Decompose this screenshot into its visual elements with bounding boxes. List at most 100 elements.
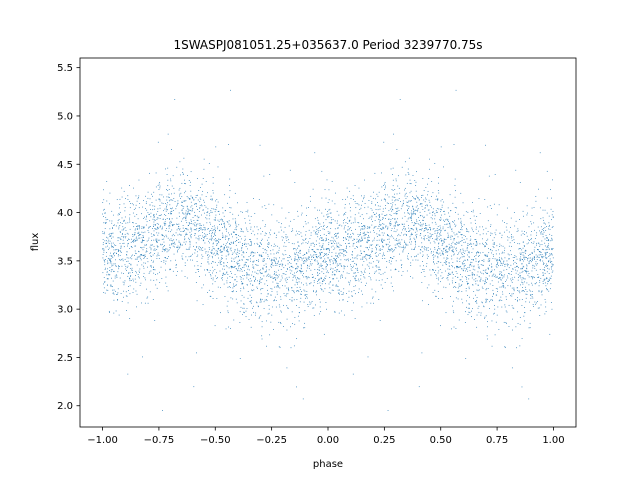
- data-point: [214, 269, 216, 270]
- data-point: [248, 319, 250, 320]
- data-point: [435, 198, 437, 200]
- data-point: [385, 200, 386, 202]
- data-point: [228, 326, 229, 328]
- data-point: [311, 274, 313, 275]
- data-point: [346, 245, 348, 247]
- data-point: [296, 299, 298, 300]
- data-point: [449, 262, 450, 264]
- data-point: [437, 237, 439, 239]
- data-point: [391, 236, 393, 238]
- data-point: [111, 246, 113, 247]
- data-point: [143, 254, 145, 256]
- data-point: [258, 261, 259, 263]
- data-point: [477, 264, 479, 266]
- data-point: [524, 278, 526, 280]
- data-point: [439, 239, 441, 241]
- data-point: [515, 169, 517, 171]
- data-point: [175, 267, 177, 269]
- data-point: [179, 247, 180, 249]
- data-point: [526, 272, 527, 274]
- data-point: [207, 269, 209, 270]
- data-point: [498, 265, 499, 267]
- data-point: [411, 222, 413, 224]
- data-point: [141, 242, 143, 244]
- data-point: [518, 275, 520, 277]
- data-point: [156, 213, 157, 215]
- data-point: [132, 254, 133, 256]
- data-point: [231, 267, 232, 269]
- data-point: [113, 270, 114, 272]
- data-point: [136, 214, 138, 216]
- data-point: [326, 239, 328, 241]
- data-point: [372, 296, 374, 298]
- data-point: [511, 234, 512, 236]
- data-point: [262, 252, 264, 254]
- data-point: [476, 242, 478, 244]
- data-point: [430, 234, 432, 236]
- data-point: [112, 227, 113, 229]
- data-point: [148, 227, 149, 229]
- data-point: [416, 228, 417, 230]
- data-point: [358, 288, 360, 290]
- data-point: [433, 251, 435, 253]
- data-point: [502, 293, 504, 295]
- data-point: [160, 214, 162, 216]
- data-point: [204, 228, 206, 230]
- data-point: [316, 233, 318, 235]
- data-point: [122, 258, 124, 260]
- data-point: [191, 209, 193, 211]
- data-point: [528, 398, 530, 400]
- data-point: [266, 269, 267, 271]
- data-point: [314, 260, 316, 262]
- data-point: [458, 231, 460, 233]
- data-point: [466, 254, 468, 256]
- data-point: [323, 273, 325, 274]
- data-point: [155, 186, 157, 188]
- data-point: [159, 271, 160, 273]
- data-point: [532, 257, 533, 259]
- data-point: [497, 259, 499, 261]
- data-point: [320, 263, 322, 265]
- data-point: [200, 227, 202, 229]
- data-point: [139, 268, 141, 270]
- data-point: [234, 279, 236, 281]
- data-point: [191, 222, 192, 224]
- data-point: [265, 263, 267, 265]
- data-point: [302, 255, 304, 256]
- data-point: [418, 217, 419, 218]
- data-point: [354, 263, 356, 264]
- data-point: [320, 252, 321, 254]
- data-point: [323, 280, 325, 281]
- data-point: [293, 292, 295, 294]
- data-point: [494, 242, 495, 244]
- data-point: [261, 298, 263, 300]
- data-point: [276, 291, 278, 293]
- data-point: [435, 211, 437, 213]
- data-point: [129, 217, 130, 219]
- data-point: [209, 274, 211, 275]
- data-point: [306, 290, 308, 292]
- data-point: [508, 273, 509, 274]
- data-point: [487, 321, 488, 323]
- data-point: [526, 267, 528, 269]
- data-point: [542, 236, 544, 238]
- data-point: [203, 284, 204, 286]
- data-point: [370, 262, 372, 264]
- data-point: [151, 259, 152, 261]
- data-point: [460, 279, 462, 281]
- data-point: [464, 253, 466, 254]
- data-point: [279, 265, 280, 267]
- data-point: [211, 230, 213, 232]
- data-point: [123, 236, 125, 237]
- data-point: [295, 249, 297, 251]
- data-point: [111, 220, 113, 222]
- data-point: [430, 229, 431, 231]
- data-point: [411, 213, 413, 215]
- data-point: [503, 286, 504, 288]
- data-point: [475, 240, 477, 242]
- data-point: [301, 212, 303, 214]
- data-point: [355, 272, 356, 274]
- data-point: [169, 239, 171, 241]
- data-point: [383, 232, 385, 234]
- data-point: [177, 248, 179, 250]
